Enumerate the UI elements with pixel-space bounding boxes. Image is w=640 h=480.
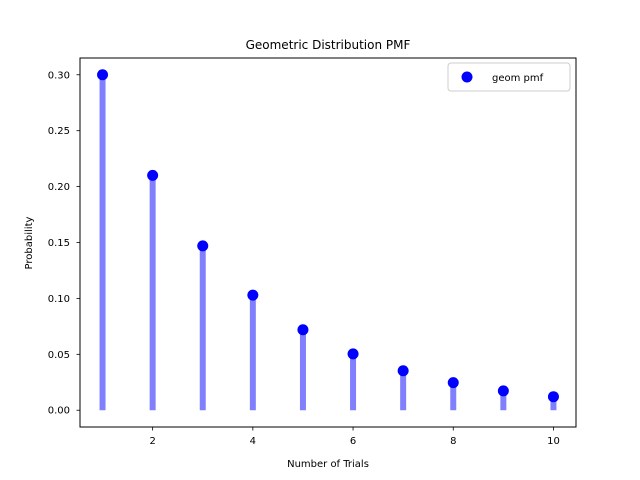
legend: geom pmf [447,62,571,92]
x-axis-label: Number of Trials [287,459,369,470]
y-tick-label: 0.15 [48,238,70,249]
legend-marker [461,71,473,83]
data-point [397,365,409,377]
x-tick-label: 2 [149,436,155,447]
x-tick-label: 4 [250,436,256,447]
data-point [147,169,159,181]
data-point [547,391,559,403]
data-point [497,385,509,397]
data-point [447,377,459,389]
y-axis-label: Probability [24,216,35,269]
x-axis: 2 4 6 8 10 [149,427,560,447]
y-tick-label: 0.20 [48,182,70,193]
data-point [197,240,209,252]
data-point [247,289,259,301]
x-tick-label: 10 [547,436,560,447]
y-tick-label: 0.00 [48,406,70,417]
legend-box [447,62,571,92]
y-axis: 0.00 0.05 0.10 0.15 0.20 0.25 0.30 [48,70,80,417]
x-tick-label: 8 [450,436,456,447]
y-tick-label: 0.10 [48,294,70,305]
y-tick-label: 0.05 [48,350,70,361]
y-tick-label: 0.30 [48,70,70,81]
y-tick-label: 0.25 [48,126,70,137]
data-point [97,69,109,81]
data-point [347,348,359,360]
chart-title: Geometric Distribution PMF [246,38,411,52]
data-point [297,324,309,336]
plot-area [97,69,559,411]
legend-label: geom pmf [492,73,544,84]
x-tick-label: 6 [350,436,356,447]
